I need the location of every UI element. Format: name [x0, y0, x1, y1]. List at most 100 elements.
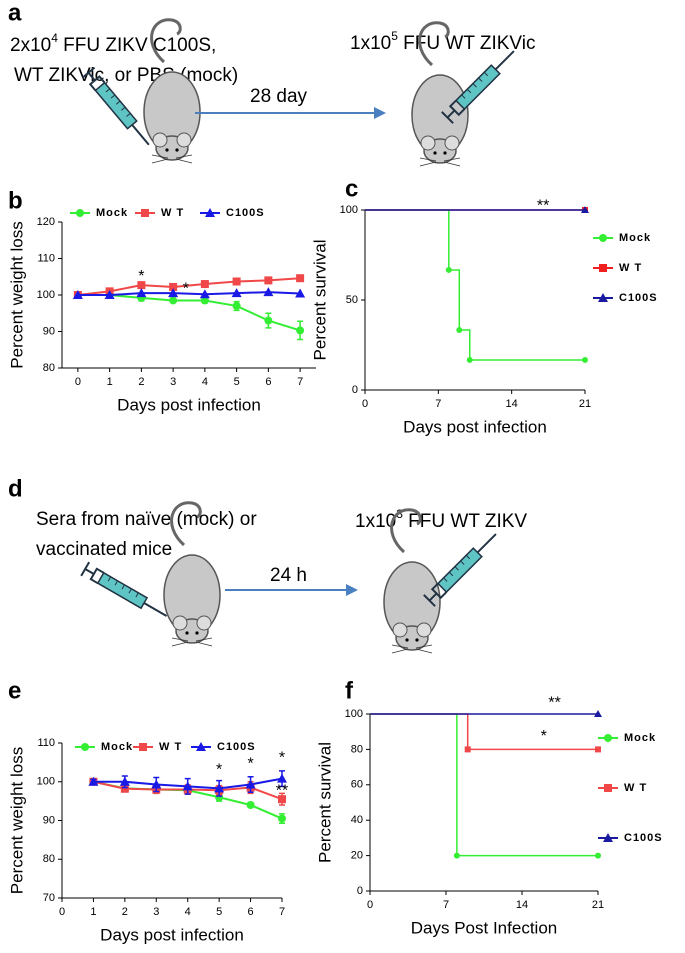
marker: [582, 356, 588, 363]
marker: [277, 773, 287, 783]
x-tick-label: 1: [90, 906, 96, 918]
marker: [104, 290, 115, 299]
x-axis-label: Days Post Infection: [411, 918, 557, 937]
legend-label: Mock: [619, 232, 651, 244]
y-tick-label: 20: [351, 850, 363, 862]
marker: [595, 852, 601, 859]
diagram-text: 1x103 FFU WT ZIKV: [355, 507, 527, 532]
x-tick-label: 7: [279, 906, 285, 918]
arrow-label: 24 h: [270, 565, 307, 586]
legend-label: W T: [624, 782, 647, 794]
x-tick-label: 6: [248, 906, 254, 918]
legend-label: Mock: [101, 741, 133, 753]
marker: [263, 287, 274, 297]
panel-label: f: [345, 677, 354, 704]
diagram-text: Sera from naïve (mock) or: [36, 509, 257, 530]
y-tick-label: 70: [43, 892, 55, 904]
annotation: **: [276, 783, 288, 800]
legend-marker: [81, 743, 89, 751]
y-tick-label: 40: [351, 814, 363, 826]
x-tick-label: 0: [367, 899, 373, 911]
marker: [214, 783, 225, 793]
x-axis-label: Days post infection: [117, 395, 261, 414]
text-part: 1x10: [355, 511, 396, 532]
marker: [199, 289, 210, 299]
syringe-icon: [80, 561, 172, 624]
marker: [278, 795, 286, 804]
y-tick-label: 90: [43, 814, 55, 826]
annotation: **: [548, 695, 560, 712]
series-line: [77, 291, 301, 296]
legend-marker: [604, 734, 612, 742]
text-part: 1x10: [350, 33, 391, 54]
marker: [137, 281, 146, 290]
panel-label: a: [8, 0, 22, 26]
legend-marker: [196, 742, 206, 751]
annotation: *: [279, 750, 285, 767]
marker: [200, 296, 209, 305]
legend-marker: [604, 784, 612, 792]
panel-label: e: [8, 677, 21, 704]
marker: [264, 316, 273, 325]
text-part: FFU ZIKV C100S,: [58, 35, 216, 56]
legend-label: Mock: [624, 732, 656, 744]
x-tick-label: 14: [506, 398, 518, 410]
y-axis-label: Percent weight loss: [7, 747, 26, 894]
marker: [88, 776, 99, 786]
marker: [232, 277, 241, 286]
marker: [295, 288, 306, 298]
legend-marker: [599, 234, 607, 242]
annotation: **: [537, 198, 549, 215]
x-tick-label: 7: [435, 398, 441, 410]
marker: [232, 301, 241, 310]
marker: [119, 776, 130, 786]
legend-marker: [139, 743, 147, 751]
marker: [168, 288, 179, 298]
text-part: FFU WT ZIKV: [403, 511, 528, 532]
marker: [231, 288, 242, 298]
diagram-text: WT ZIKVic, or PBS (mock): [14, 65, 238, 86]
y-tick-label: 110: [37, 252, 55, 264]
marker: [594, 710, 602, 717]
marker: [169, 282, 178, 291]
survival-line: [370, 713, 598, 857]
superscript: 5: [391, 29, 398, 43]
y-axis-label: Percent survival: [310, 240, 329, 361]
superscript: 4: [51, 31, 58, 45]
legend-label: C100S: [624, 832, 663, 844]
y-tick-label: 60: [351, 779, 363, 791]
legend-marker: [141, 209, 149, 217]
annotation: *: [138, 268, 144, 285]
x-tick-label: 14: [516, 899, 528, 911]
marker: [296, 326, 305, 335]
marker: [72, 290, 83, 299]
y-tick-label: 100: [345, 708, 363, 720]
x-tick-label: 7: [297, 376, 303, 388]
legend-label: C100S: [226, 207, 265, 219]
marker: [169, 296, 178, 305]
x-tick-label: 21: [579, 398, 591, 410]
panel-label: b: [8, 187, 23, 214]
legend-label: C100S: [619, 292, 658, 304]
annotation: *: [541, 728, 547, 745]
marker: [278, 814, 286, 823]
marker: [466, 356, 473, 363]
legend-label: W T: [619, 262, 642, 274]
x-tick-label: 0: [75, 376, 81, 388]
survival-line: [370, 713, 598, 751]
marker: [246, 801, 255, 809]
marker: [151, 779, 162, 789]
y-axis-label: Percent weight loss: [7, 221, 26, 368]
y-tick-label: 100: [37, 776, 55, 788]
syringe-icon: [422, 527, 503, 608]
marker: [445, 266, 452, 273]
y-tick-label: 0: [352, 384, 358, 396]
marker: [264, 276, 273, 285]
y-tick-label: 100: [37, 289, 55, 301]
diagram-text: 2x104 FFU ZIKV C100S,: [10, 31, 216, 56]
x-tick-label: 1: [107, 376, 113, 388]
marker: [245, 779, 256, 789]
x-tick-label: 3: [153, 906, 159, 918]
marker: [296, 274, 305, 283]
